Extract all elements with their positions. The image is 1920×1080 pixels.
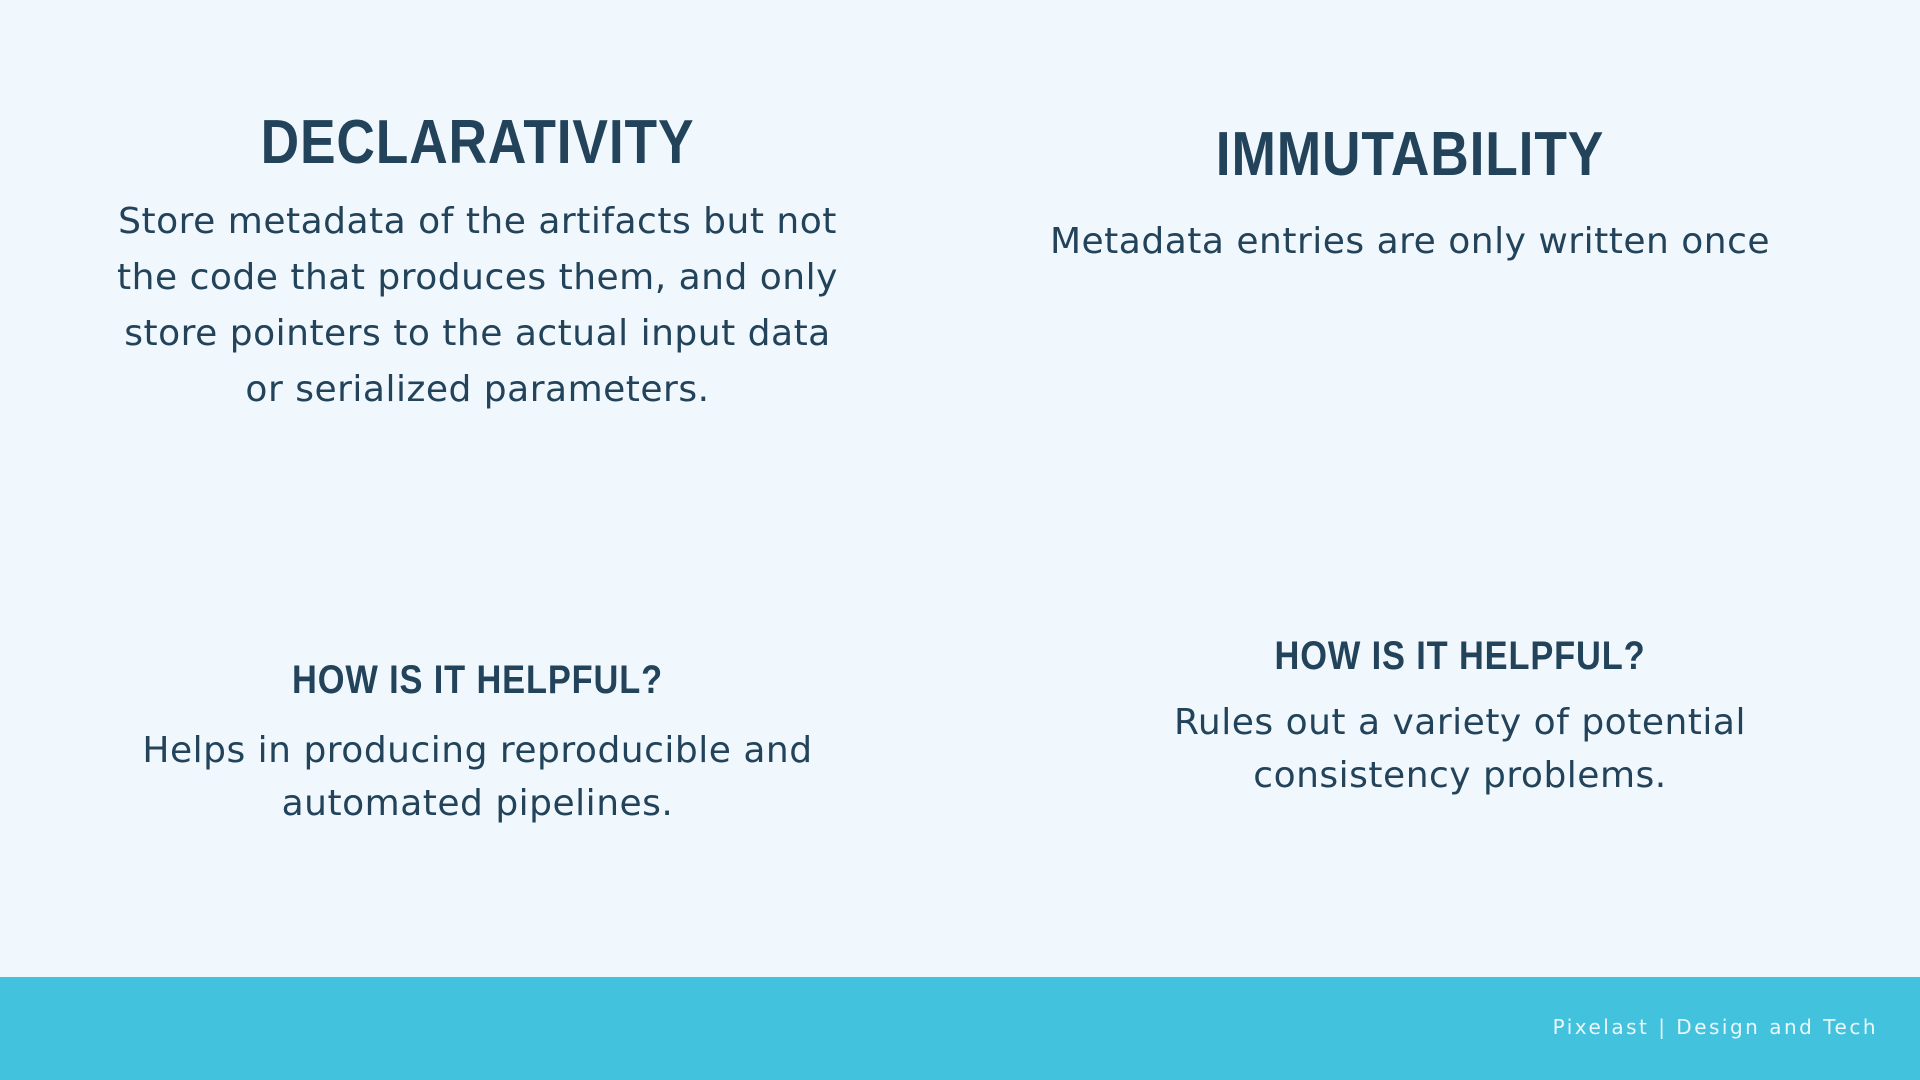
immutability-title: IMMUTABILITY [1215, 120, 1605, 189]
immutability-benefit-section: HOW IS IT HELPFUL? Rules out a variety o… [1090, 632, 1830, 802]
declarativity-benefit-title: HOW IS IT HELPFUL? [292, 658, 663, 702]
declarativity-benefit-section: HOW IS IT HELPFUL? Helps in producing re… [100, 656, 855, 830]
declarativity-title: DECLARATIVITY [260, 108, 695, 177]
footer-credit: Pixelast | Design and Tech [1552, 1015, 1878, 1039]
immutability-section: IMMUTABILITY Metadata entries are only w… [1040, 120, 1780, 270]
immutability-description: Metadata entries are only written once [1049, 221, 1771, 262]
declarativity-description: Store metadata of the artifacts but not … [117, 201, 838, 410]
footer-bar: Pixelast | Design and Tech [0, 977, 1920, 1080]
immutability-benefit-description: Rules out a variety of potential consist… [1174, 702, 1746, 796]
declarativity-benefit-description: Helps in producing reproducible and auto… [142, 730, 813, 824]
immutability-benefit-title: HOW IS IT HELPFUL? [1274, 634, 1646, 678]
declarativity-section: DECLARATIVITY Store metadata of the arti… [100, 108, 855, 418]
